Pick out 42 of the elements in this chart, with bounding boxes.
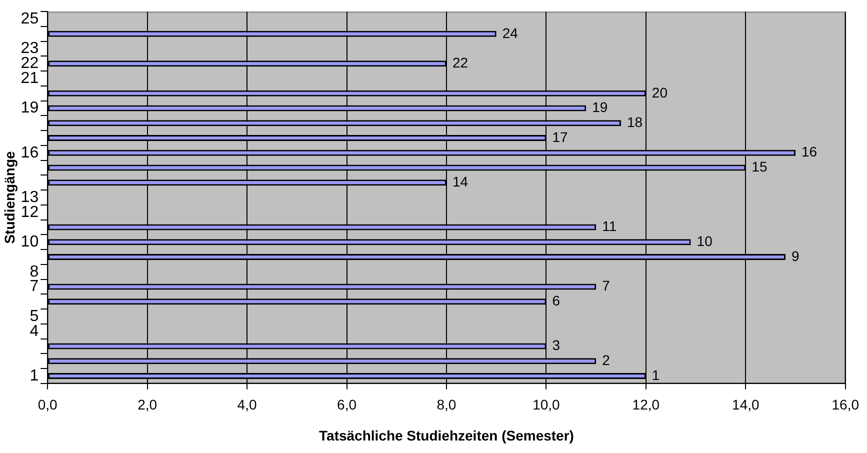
y-tick-label: 12 xyxy=(20,204,39,221)
annotation: 11 xyxy=(602,218,617,234)
annotation: 19 xyxy=(592,99,608,116)
x-tick-label: 14,0 xyxy=(732,396,760,413)
y-tick-label: 13 xyxy=(20,188,39,206)
x-tick-label: 10,0 xyxy=(532,396,560,413)
x-tick-label: 2,0 xyxy=(138,396,158,413)
x-tick-label: 0,0 xyxy=(38,396,58,413)
y-tick-label: 4 xyxy=(30,322,39,340)
annotation: 18 xyxy=(627,114,643,130)
y-tick-label: 1 xyxy=(30,367,39,384)
annotation: 10 xyxy=(696,232,713,249)
x-axis-title: Tatsächliche Studiehzeiten (Semester) xyxy=(319,427,574,444)
annotation: 22 xyxy=(452,54,468,71)
x-tick-label: 6,0 xyxy=(337,396,357,413)
annotation: 14 xyxy=(452,173,468,190)
y-axis-title: Studiengänge xyxy=(1,151,18,244)
annotation: 1 xyxy=(652,366,660,383)
x-tick-label: 12,0 xyxy=(632,396,660,413)
annotation: 17 xyxy=(552,128,568,145)
y-tick-label: 10 xyxy=(20,234,39,251)
annotation: 3 xyxy=(552,337,560,354)
annotation: 7 xyxy=(602,278,610,294)
x-tick-label: 4,0 xyxy=(237,396,257,413)
annotation: 16 xyxy=(802,144,818,160)
y-tick-label: 5 xyxy=(30,308,39,325)
y-tick-label: 25 xyxy=(20,10,39,28)
annotation: 15 xyxy=(752,158,768,175)
annotation: 24 xyxy=(502,24,518,41)
y-tick-label: 21 xyxy=(20,70,39,87)
annotation: 6 xyxy=(552,292,560,308)
y-tick-label: 22 xyxy=(20,55,39,72)
annotation: 2 xyxy=(602,352,610,368)
y-tick-label: 7 xyxy=(30,278,39,296)
x-tick-label: 8,0 xyxy=(436,396,456,413)
y-tick-label: 16 xyxy=(20,144,39,162)
x-tick-label: 16,0 xyxy=(832,396,860,413)
y-tick-label: 8 xyxy=(30,263,39,280)
annotation: 9 xyxy=(792,248,800,264)
y-tick-label: 19 xyxy=(20,100,39,117)
y-tick-label: 23 xyxy=(20,40,39,58)
annotation: 20 xyxy=(652,84,668,100)
